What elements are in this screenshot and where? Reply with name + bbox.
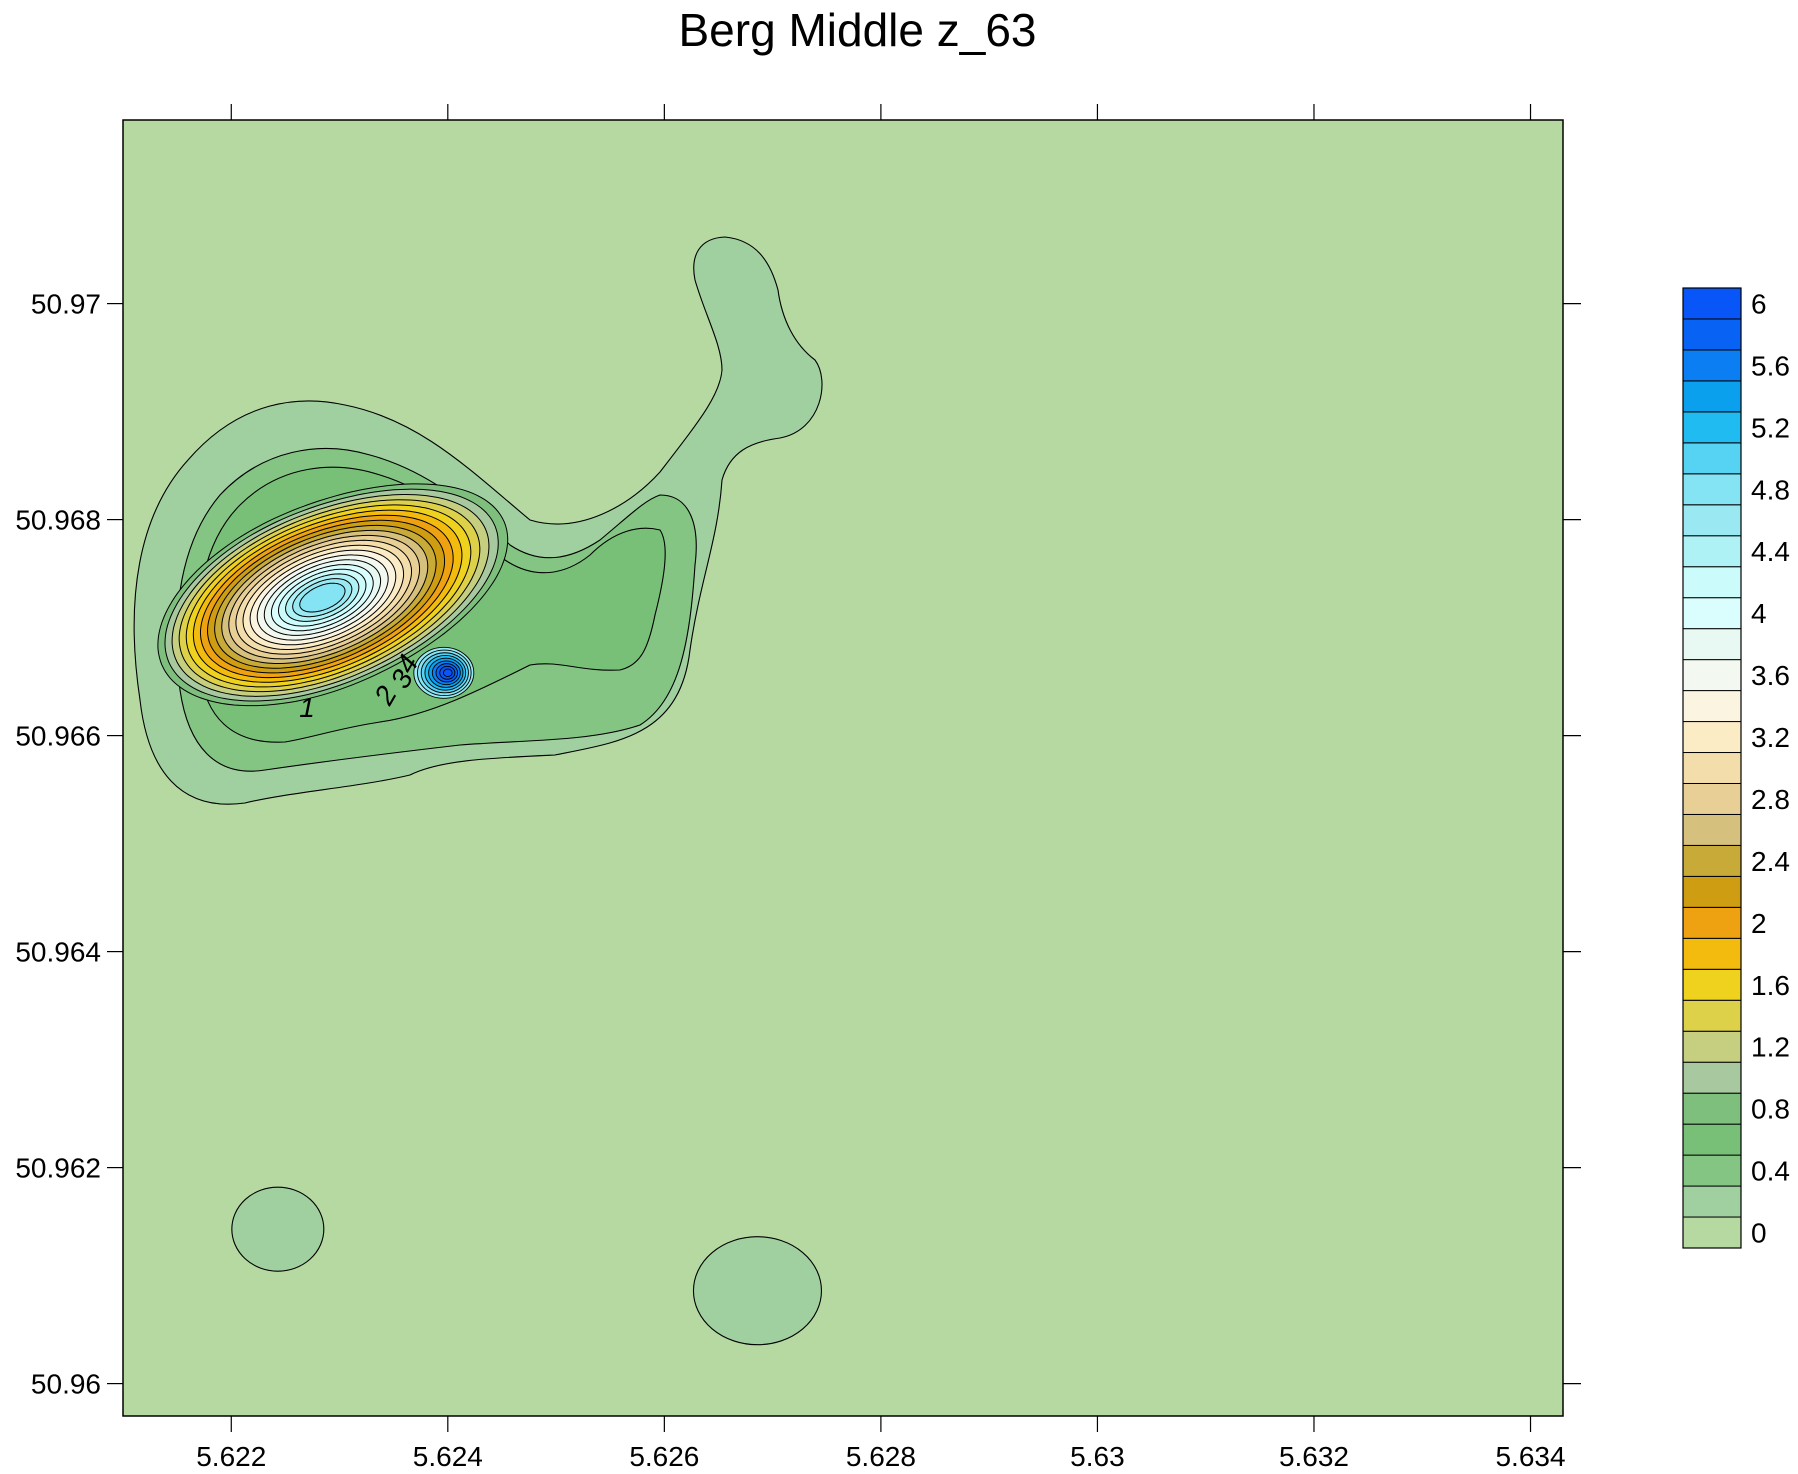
y-axis: 50.96 50.962 50.964 50.966 50.968 50.97 bbox=[15, 289, 1581, 1400]
x-tick-label: 5.63 bbox=[1070, 1441, 1125, 1472]
colorbar-swatch bbox=[1682, 813, 1742, 846]
colorbar-tick-label: 2 bbox=[1751, 908, 1767, 939]
colorbar-swatch bbox=[1682, 504, 1742, 537]
x-tick-label: 5.624 bbox=[413, 1441, 483, 1472]
colorbar-swatch bbox=[1682, 1216, 1742, 1249]
colorbar-tick-label: 4.4 bbox=[1751, 536, 1790, 567]
colorbar-tick-label: 0.4 bbox=[1751, 1156, 1790, 1187]
colorbar-swatch bbox=[1682, 1030, 1742, 1063]
colorbar-swatch bbox=[1682, 411, 1742, 444]
colorbar-tick-label: 6 bbox=[1751, 288, 1767, 319]
colorbar-swatch bbox=[1682, 442, 1742, 475]
x-axis: 5.622 5.624 5.626 5.628 5.63 5.632 5.634 bbox=[196, 104, 1566, 1472]
colorbar-swatch bbox=[1682, 844, 1742, 877]
colorbar-tick-label: 1.6 bbox=[1751, 970, 1790, 1001]
colorbar-swatch bbox=[1682, 999, 1742, 1032]
y-tick-label: 50.966 bbox=[15, 721, 101, 752]
colorbar-swatch bbox=[1682, 1061, 1742, 1094]
x-tick-label: 5.634 bbox=[1495, 1441, 1565, 1472]
plot-frame bbox=[122, 119, 1564, 1417]
colorbar-swatch bbox=[1682, 937, 1742, 970]
colorbar-tick-label: 4.8 bbox=[1751, 474, 1790, 505]
colorbar: 0 0.4 0.8 1.2 1.6 2 2.4 2.8 3.2 3.6 4 4.4 4.8 5.2 5.6 6 bbox=[1682, 287, 1790, 1249]
contour-fills bbox=[133, 236, 823, 1346]
colorbar-swatch bbox=[1682, 318, 1742, 351]
colorbar-tick-label: 5.6 bbox=[1751, 350, 1790, 381]
y-tick-label: 50.968 bbox=[15, 505, 101, 536]
y-tick-label: 50.964 bbox=[15, 937, 101, 968]
colorbar-frame bbox=[1682, 287, 1742, 1249]
colorbar-tick-label: 0.8 bbox=[1751, 1094, 1790, 1125]
x-tick-label: 5.622 bbox=[196, 1441, 266, 1472]
colorbar-swatch bbox=[1682, 906, 1742, 939]
contour-line-label: 1 bbox=[299, 692, 315, 723]
colorbar-swatch bbox=[1682, 659, 1742, 692]
x-tick-label: 5.632 bbox=[1279, 1441, 1349, 1472]
x-tick-label: 5.626 bbox=[629, 1441, 699, 1472]
y-tick-label: 50.97 bbox=[31, 289, 101, 320]
colorbar-swatch bbox=[1682, 721, 1742, 754]
contour-patch-left bbox=[231, 1186, 325, 1272]
colorbar-swatch bbox=[1682, 690, 1742, 723]
colorbar-swatch bbox=[1682, 628, 1742, 661]
colorbar-swatch bbox=[1682, 473, 1742, 506]
colorbar-tick-label: 0 bbox=[1751, 1218, 1767, 1249]
colorbar-swatch bbox=[1682, 1092, 1742, 1125]
colorbar-swatch bbox=[1682, 782, 1742, 815]
colorbar-swatch bbox=[1682, 597, 1742, 630]
colorbar-tick-label: 3.6 bbox=[1751, 660, 1790, 691]
colorbar-swatch bbox=[1682, 968, 1742, 1001]
colorbar-tick-label: 2.8 bbox=[1751, 784, 1790, 815]
y-tick-label: 50.962 bbox=[15, 1153, 101, 1184]
x-tick-label: 5.628 bbox=[846, 1441, 916, 1472]
colorbar-tick-label: 2.4 bbox=[1751, 846, 1790, 877]
contour-level-4.8 bbox=[299, 582, 346, 613]
chart-title: Berg Middle z_63 bbox=[678, 4, 1037, 56]
colorbar-swatch bbox=[1682, 380, 1742, 413]
colorbar-swatch bbox=[1682, 287, 1742, 320]
colorbar-swatch bbox=[1682, 535, 1742, 568]
contour-line-labels: 1 234 bbox=[299, 649, 424, 723]
y-tick-label: 50.96 bbox=[31, 1369, 101, 1400]
colorbar-swatch bbox=[1682, 752, 1742, 784]
colorbar-tick-label: 5.2 bbox=[1751, 412, 1790, 443]
colorbar-tick-label: 3.2 bbox=[1751, 722, 1790, 753]
colorbar-swatch bbox=[1682, 349, 1742, 382]
colorbar-tick-label: 1.2 bbox=[1751, 1032, 1790, 1063]
colorbar-swatch bbox=[1682, 1123, 1742, 1156]
peak-contour-level-6.2 bbox=[442, 668, 453, 677]
colorbar-swatch bbox=[1682, 875, 1742, 908]
colorbar-tick-label: 4 bbox=[1751, 598, 1767, 629]
colorbar-swatch bbox=[1682, 1185, 1742, 1218]
colorbar-swatch bbox=[1682, 566, 1742, 599]
contour-patch-right bbox=[692, 1236, 823, 1346]
colorbar-swatch bbox=[1682, 1154, 1742, 1187]
